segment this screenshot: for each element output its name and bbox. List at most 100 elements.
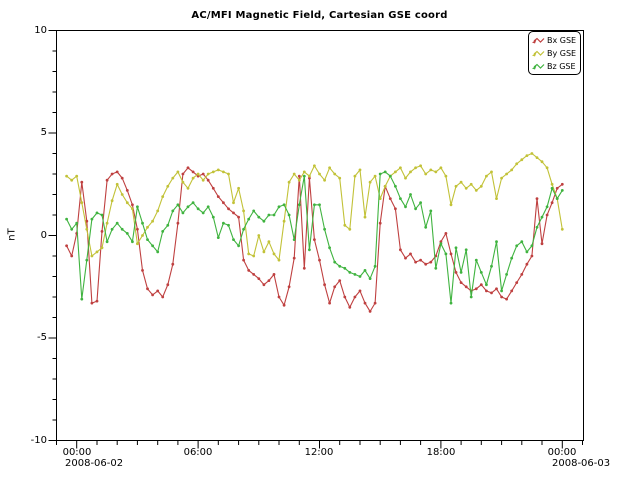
data-point [206, 205, 210, 209]
data-point [444, 232, 448, 235]
data-point [232, 201, 235, 205]
legend-entry-bx: Bx GSE [532, 34, 578, 47]
data-point [257, 234, 261, 237]
data-point [277, 295, 281, 299]
data-point [287, 180, 291, 184]
data-point [459, 271, 463, 274]
data-point [297, 203, 301, 207]
data-point [105, 178, 109, 182]
data-point [424, 262, 428, 266]
data-point [201, 211, 205, 215]
legend-label-by: By GSE [547, 49, 577, 58]
data-point [409, 252, 412, 256]
data-point [191, 170, 195, 174]
data-point [560, 227, 564, 231]
data-point [328, 166, 331, 170]
data-point [90, 217, 94, 221]
chart-title: AC/MFI Magnetic Field, Cartesian GSE coo… [191, 10, 448, 21]
data-point [313, 164, 316, 168]
data-point [146, 287, 149, 291]
data-point [171, 176, 175, 180]
data-point [161, 295, 165, 299]
data-point [141, 221, 144, 225]
data-point [222, 221, 225, 225]
data-point [474, 287, 478, 291]
data-point [454, 271, 458, 274]
data-point [302, 170, 306, 174]
data-point [348, 227, 352, 231]
data-point [368, 310, 372, 313]
legend-entry-bz: Bz GSE [532, 60, 578, 73]
data-point [151, 293, 155, 297]
data-point [267, 279, 271, 282]
data-point [292, 238, 296, 242]
data-point [409, 170, 412, 174]
data-point [358, 289, 362, 293]
data-point [237, 244, 241, 248]
data-point [292, 172, 296, 176]
data-point [394, 207, 397, 211]
data-point [500, 176, 503, 180]
data-point [429, 260, 433, 264]
data-point [540, 215, 544, 219]
data-point [338, 279, 342, 282]
data-point [333, 172, 337, 176]
data-point [85, 258, 89, 262]
data-point [378, 221, 382, 225]
data-point [136, 242, 139, 246]
data-point [206, 178, 210, 182]
data-point [85, 219, 89, 223]
data-point [297, 178, 301, 182]
data-point [373, 264, 377, 268]
data-point [323, 283, 326, 287]
data-point [535, 197, 539, 201]
data-point [247, 217, 251, 221]
data-point [419, 258, 422, 262]
data-point [530, 244, 534, 248]
y-tick-label: -5 [37, 332, 47, 343]
data-point [206, 172, 210, 176]
data-point [277, 258, 281, 262]
data-point [227, 207, 230, 211]
data-point [555, 186, 559, 190]
data-point [414, 166, 417, 170]
x-tick-label: 00:00 [62, 447, 92, 458]
data-point [262, 219, 266, 223]
data-point [449, 252, 453, 256]
data-point [479, 271, 483, 274]
data-point [272, 252, 276, 256]
by-line-marker-icon [532, 50, 545, 57]
data-point [399, 197, 402, 201]
data-point [232, 238, 235, 242]
data-point [120, 193, 124, 196]
data-point [404, 256, 407, 260]
data-point [540, 160, 544, 164]
data-point [237, 215, 241, 219]
data-point [328, 246, 331, 250]
data-point [125, 232, 129, 235]
data-point [242, 209, 246, 213]
legend-entry-by: By GSE [532, 47, 578, 60]
data-point [535, 156, 539, 160]
data-point [485, 174, 488, 178]
data-point [262, 283, 266, 287]
data-point [378, 172, 382, 176]
data-point [216, 168, 220, 172]
data-point [211, 215, 215, 219]
data-point [211, 170, 215, 174]
data-point [373, 301, 377, 305]
data-point [247, 252, 251, 256]
data-point [131, 203, 134, 207]
data-point [348, 305, 352, 309]
data-point [156, 289, 160, 293]
data-point [313, 238, 316, 242]
plot-frame [56, 30, 584, 441]
data-point [308, 248, 311, 252]
data-point [282, 303, 286, 307]
data-point [308, 176, 311, 180]
data-point [95, 250, 99, 254]
data-point [201, 178, 205, 182]
data-point [525, 262, 529, 266]
data-point [474, 258, 478, 262]
data-point [313, 203, 316, 207]
